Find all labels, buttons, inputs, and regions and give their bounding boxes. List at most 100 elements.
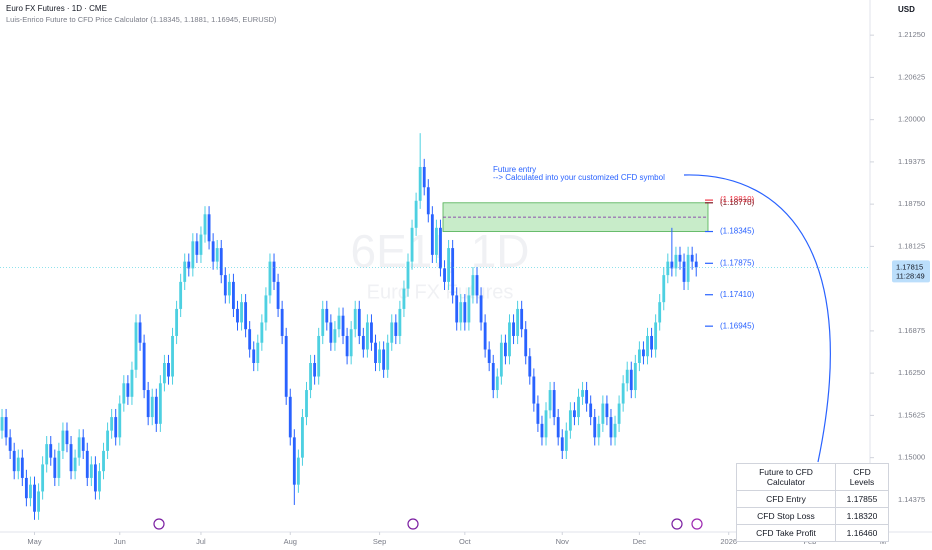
candle-body [650,335,653,350]
candle-body [394,322,398,336]
x-tick-label: Nov [556,537,570,546]
candle-body [512,322,515,336]
candle-body [597,423,601,438]
candle-body [532,376,536,404]
candle-body [585,390,589,404]
candle-body [633,363,637,391]
candle-body [455,295,459,323]
table-header: CFD Levels [835,463,889,491]
candle-body [150,396,154,418]
candle-body [345,335,349,357]
candle-body [138,322,142,343]
candle-body [337,315,341,330]
candle-body [516,308,520,336]
candle-body [130,369,134,397]
y-tick-label: 1.16875 [898,326,925,335]
candle-body [81,437,85,451]
candle-body [479,295,483,323]
candle-body [499,342,503,377]
candle-body [301,417,304,458]
candle-body [49,444,53,458]
candle-body [589,403,593,418]
candle-body [264,295,268,323]
candle-body [560,437,564,451]
candle-body [370,322,373,343]
y-tick-label: 1.20625 [898,72,925,81]
candle-body [398,308,402,336]
candle-body [646,335,649,357]
candle-body [495,376,499,391]
candle-body [77,437,81,458]
x-tick-label: Oct [459,537,472,546]
candle-body [260,322,264,343]
candle-body [199,234,203,255]
candle-body [12,450,16,472]
y-tick-label: 1.15000 [898,453,925,462]
candle-body [475,275,479,296]
candle-body [374,342,377,364]
table-cell: 1.17855 [835,490,889,508]
candle-body [154,396,158,424]
candle-body [171,335,174,377]
candle-body [426,187,430,215]
y-tick-label: 1.19375 [898,157,925,166]
candle-body [207,214,211,242]
candle-body [544,410,548,438]
candle-body [146,390,150,418]
candle-body [280,308,284,336]
candle-body [232,281,235,309]
candle-body [491,363,495,391]
watermark-subtitle: Euro FX Futures [367,281,514,303]
candle-body [402,288,406,309]
candle-body [203,214,207,235]
candle-body [89,464,93,478]
candle-body [284,335,288,397]
table-cell: CFD Take Profit [736,524,836,542]
candle-body [29,484,32,499]
candle-body [349,329,353,357]
candle-body [504,342,507,357]
candle-body [114,417,118,438]
candle-body [568,410,572,431]
last-price-box [892,260,930,283]
candle-body [98,471,101,492]
candle-body [552,390,556,418]
countdown: 11:28:49 [896,271,925,280]
candle-body [329,322,333,343]
candle-body [142,342,146,391]
candle-body [390,322,394,343]
table-header: Future to CFD Calculator [736,463,836,491]
annotation: Future entry [493,165,536,174]
candle-body [20,457,24,478]
candle-body [430,214,434,255]
candle-body [662,275,666,303]
candle-body [382,349,386,370]
candle-body [276,281,280,309]
candle-body [508,322,511,357]
candle-body [309,363,312,391]
candle-body [365,322,369,350]
candle-body [106,430,110,451]
candle-body [682,261,686,282]
x-tick-label: 2026 [720,537,737,546]
candle-body [93,464,97,492]
candle-body [256,342,260,364]
candle-body [41,464,45,492]
candle-body [378,349,381,364]
event-icons [153,518,703,530]
candle-body [325,308,329,323]
candle-body [564,430,568,451]
candle-body [248,329,252,350]
candle-body [463,302,467,323]
table-cell: CFD Stop Loss [736,507,836,525]
candle-body [236,308,239,323]
candle-body [33,484,36,512]
candle-body [406,261,410,289]
candle-body [654,322,658,350]
candle-body [65,430,69,445]
candle-body [317,335,321,377]
candle-body [666,261,670,276]
x-tick-label: May [27,537,41,546]
candle-body [187,261,191,269]
level-label: (1.17410) [720,290,755,299]
